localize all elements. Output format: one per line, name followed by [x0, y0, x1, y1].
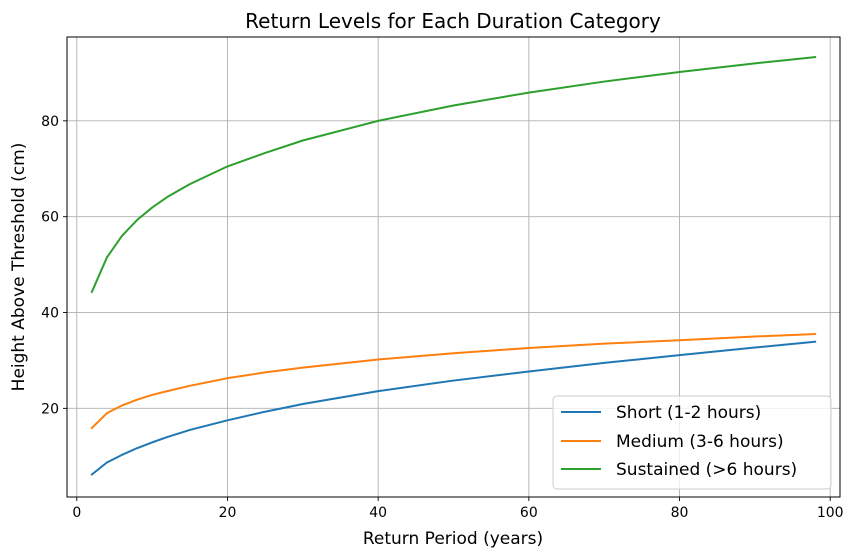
- x-axis-label: Return Period (years): [363, 529, 543, 549]
- x-tick-label: 60: [520, 505, 538, 521]
- legend: Short (1-2 hours) Medium (3-6 hours) Sus…: [552, 395, 832, 490]
- x-tick-label: 0: [72, 505, 81, 521]
- y-tick-label: 20: [41, 401, 59, 417]
- legend-label-short: Short (1-2 hours): [616, 403, 761, 423]
- x-tick-label: 40: [369, 505, 387, 521]
- series-lines: [90, 56, 817, 476]
- plot-frame: [66, 36, 841, 498]
- y-tick-label: 60: [41, 210, 59, 226]
- x-tick-label: 20: [219, 505, 237, 521]
- y-tick-label: 40: [41, 306, 59, 322]
- legend-box: [552, 395, 832, 490]
- x-tick-label: 80: [671, 505, 689, 521]
- series-line-sustained: [90, 56, 817, 294]
- x-tick-label: 100: [817, 505, 844, 521]
- series-line-short: [90, 340, 817, 476]
- legend-label-medium: Medium (3-6 hours): [616, 432, 784, 452]
- y-axis-label: Height Above Threshold (cm): [9, 143, 29, 392]
- y-tick-label: 80: [41, 114, 59, 130]
- ticks: 0 20 40 60 80 100 20 40 60 80: [41, 114, 843, 521]
- chart-title: Return Levels for Each Duration Category: [245, 9, 661, 33]
- series-line-medium: [90, 333, 817, 430]
- legend-label-sustained: Sustained (>6 hours): [616, 460, 797, 480]
